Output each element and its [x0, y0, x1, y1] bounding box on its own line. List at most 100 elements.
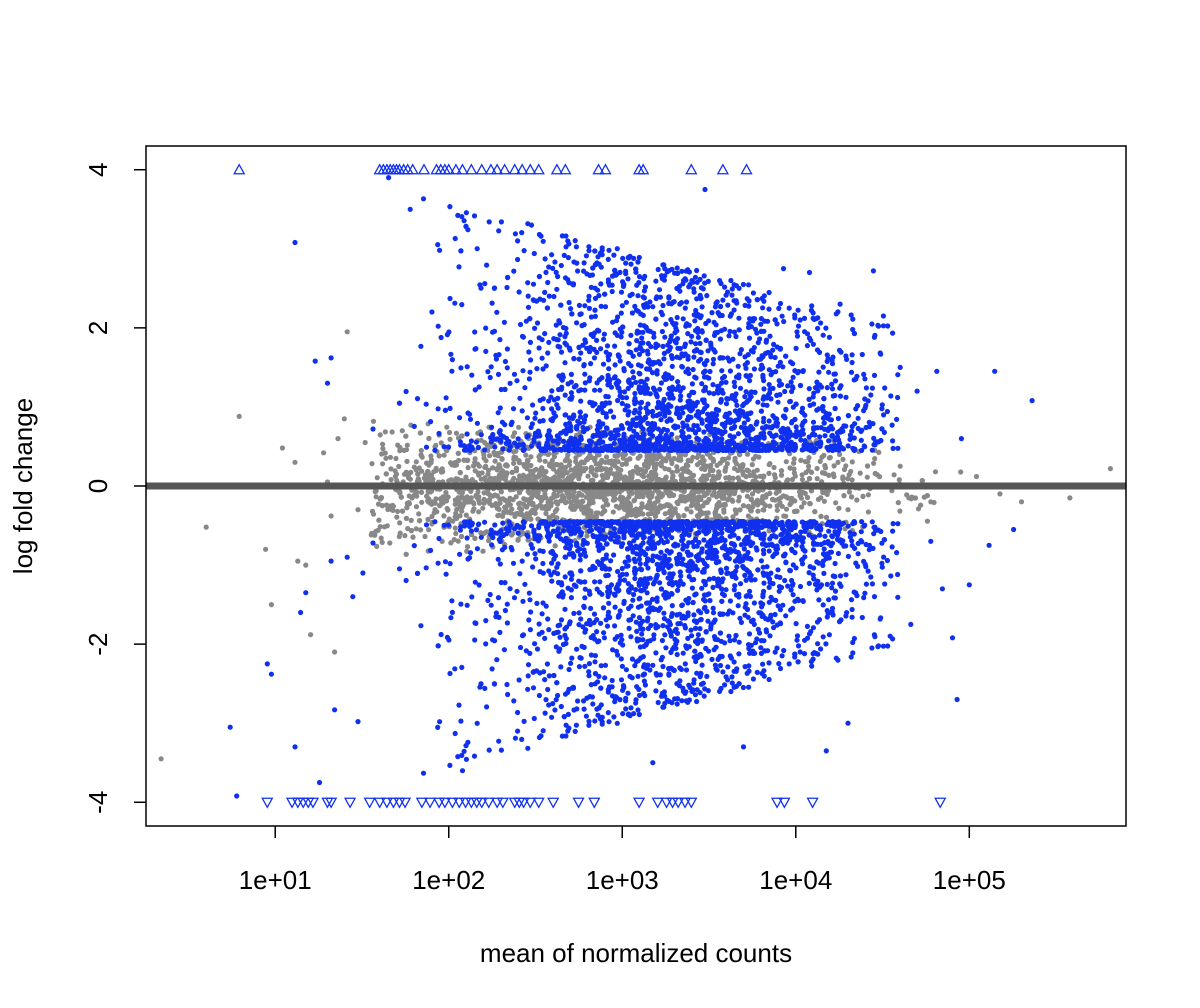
non-significant-point [823, 514, 830, 520]
significant-point [549, 418, 555, 424]
significant-point [702, 368, 708, 374]
non-significant-point [483, 529, 490, 535]
significant-point [663, 433, 669, 439]
significant-point [780, 413, 787, 419]
non-significant-point [546, 498, 552, 504]
non-significant-point [413, 526, 419, 532]
significant-point [411, 423, 417, 429]
significant-point [590, 333, 596, 339]
non-significant-point [826, 472, 832, 478]
significant-point [890, 330, 896, 336]
significant-point [613, 432, 619, 438]
significant-point [738, 443, 744, 449]
significant-point [615, 427, 621, 433]
significant-point [506, 447, 512, 453]
significant-point [820, 332, 826, 338]
significant-point [576, 440, 582, 446]
significant-point [609, 282, 615, 288]
significant-point [463, 210, 469, 216]
non-significant-point [441, 452, 447, 458]
significant-point [552, 259, 558, 265]
significant-point [632, 303, 638, 309]
significant-point [641, 302, 647, 308]
significant-point [873, 439, 879, 445]
significant-point [829, 386, 836, 392]
non-significant-point [398, 494, 404, 500]
non-significant-point [876, 474, 883, 480]
significant-point [584, 345, 590, 351]
significant-point [776, 305, 782, 311]
significant-point [534, 366, 540, 372]
non-significant-point [579, 459, 585, 465]
significant-point [657, 437, 664, 443]
significant-point [467, 411, 473, 417]
non-significant-point [502, 471, 508, 478]
significant-point [483, 325, 489, 331]
significant-point [747, 441, 753, 447]
non-significant-point [510, 477, 516, 483]
non-significant-point [767, 503, 773, 509]
non-significant-point [539, 494, 545, 501]
non-significant-point [459, 433, 465, 439]
significant-point [669, 266, 675, 272]
non-significant-point [417, 518, 423, 524]
non-significant-point [597, 494, 603, 500]
significant-point [748, 389, 755, 395]
non-significant-point [716, 503, 722, 509]
significant-point [658, 417, 664, 423]
significant-point [606, 400, 613, 406]
non-significant-point [550, 475, 557, 481]
significant-point [683, 268, 689, 274]
significant-point [733, 283, 740, 289]
significant-point [612, 330, 618, 336]
non-significant-point [496, 506, 502, 512]
non-significant-point [414, 493, 420, 499]
non-significant-point [824, 488, 830, 494]
non-significant-point [576, 472, 583, 478]
significant-point [673, 321, 679, 327]
non-significant-point [685, 463, 691, 469]
significant-point [558, 262, 564, 269]
significant-point [895, 372, 901, 378]
significant-point [820, 415, 827, 421]
significant-point [722, 326, 728, 332]
significant-point [793, 345, 799, 351]
non-significant-point [748, 496, 754, 503]
significant-point [626, 360, 632, 367]
significant-point [814, 379, 820, 385]
significant-point [560, 372, 566, 378]
non-significant-point [664, 502, 670, 508]
significant-point [712, 349, 718, 355]
significant-point [566, 241, 572, 247]
non-significant-point [452, 525, 458, 531]
significant-point [661, 374, 667, 380]
non-significant-point [904, 492, 910, 498]
non-significant-point [836, 505, 842, 511]
significant-point [833, 435, 839, 441]
significant-point [581, 260, 587, 266]
non-significant-point [409, 495, 415, 501]
non-significant-point [674, 464, 680, 470]
significant-point [798, 437, 804, 443]
non-significant-point [678, 472, 684, 478]
significant-point [869, 321, 875, 327]
significant-point [711, 431, 717, 437]
significant-point [554, 286, 560, 292]
significant-point [608, 408, 614, 414]
significant-point [832, 378, 839, 384]
significant-point [694, 267, 700, 274]
non-significant-point [530, 472, 536, 478]
significant-point [709, 310, 715, 316]
non-significant-point [721, 493, 727, 499]
non-significant-point [491, 478, 497, 484]
significant-point [539, 355, 545, 361]
non-significant-point [660, 456, 666, 462]
significant-point [559, 233, 566, 239]
non-significant-point [600, 504, 606, 510]
non-significant-point [377, 432, 383, 438]
significant-point [747, 372, 754, 379]
significant-point [581, 268, 587, 274]
non-significant-point [481, 455, 487, 461]
significant-point [696, 426, 702, 433]
non-significant-point [730, 475, 736, 481]
